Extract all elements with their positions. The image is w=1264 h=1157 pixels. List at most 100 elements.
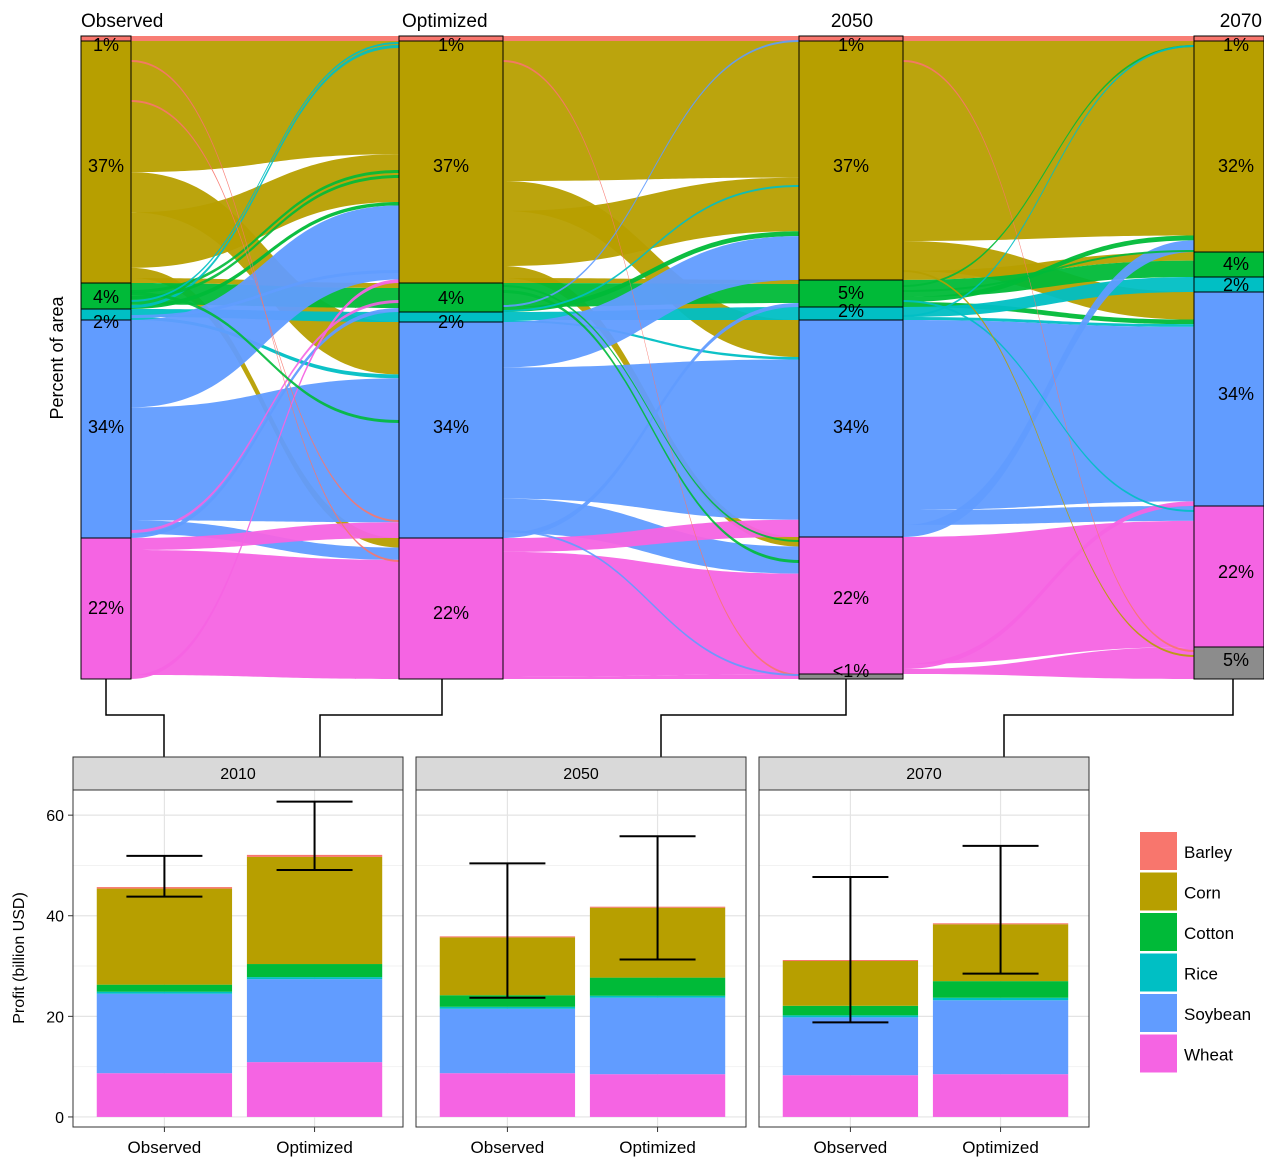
stratum-barley: [1194, 36, 1264, 41]
x-tick-label: Observed: [128, 1138, 202, 1157]
stratum-label: 22%: [833, 588, 869, 608]
bar-segment-corn: [96, 888, 233, 985]
flow-minor-cotton: [503, 285, 799, 542]
legend-swatch: [1140, 872, 1177, 911]
flow-wheat-to-soybean: [503, 519, 799, 552]
panel-border: [758, 789, 1090, 1128]
stratum-label: 2%: [93, 312, 119, 332]
flow-soybean-to-soybean: [903, 320, 1194, 510]
bar-segment-corn: [246, 856, 383, 965]
legend-label: Cotton: [1184, 924, 1234, 943]
flow-soybean-to-cotton: [503, 303, 799, 538]
stratum-cotton: [799, 280, 903, 307]
stage-column-2070: 1% 32% 4%2% 34% 22% 5%: [1193, 35, 1264, 680]
stratum-wheat: [399, 538, 503, 679]
flow-minor-corn: [903, 270, 1194, 657]
legend-item-rice: Rice: [1140, 953, 1218, 992]
connector-line: [105, 679, 165, 757]
flow-minor-rice: [903, 45, 1194, 317]
stratum-corn: [799, 41, 903, 280]
legend: Barley Corn Cotton Rice Soybean Wheat: [1140, 832, 1251, 1073]
stratum-label: 5%: [1223, 650, 1249, 670]
bar-segment-soybean: [932, 1000, 1069, 1075]
flow-barley-to-barley: [903, 36, 1194, 41]
alluvial-y-axis-label: Percent of area: [47, 295, 67, 419]
bar-segment-soybean: [246, 979, 383, 1063]
flow-minor-barley: [903, 60, 1194, 652]
stratum-soybean: [81, 320, 131, 538]
flow-minor-cotton: [131, 292, 399, 423]
flow-corn-to-corn: [131, 154, 399, 268]
stratum-wheat: [1194, 506, 1264, 647]
flow-rice-to-soybean: [903, 317, 1194, 327]
flow-rice-to-rice: [903, 277, 1194, 317]
alluvial-stage-bars: 1%37%4%2%34%22%1%37%4%2%34%22%1%37%5%2%3…: [80, 35, 1264, 681]
bar-segment-wheat: [246, 1062, 383, 1117]
bar-segment-wheat: [782, 1075, 919, 1117]
flow-soybean-to-corn: [903, 240, 1194, 538]
flow-soybean-to-cotton: [131, 308, 399, 538]
flow-wheat-to-wheat: [903, 520, 1194, 664]
panel-strip: [415, 756, 747, 791]
bar-segment-soybean: [782, 1017, 919, 1076]
legend-swatch: [1140, 994, 1177, 1032]
stratum-label: 4%: [93, 287, 119, 307]
stratum-soybean: [1194, 292, 1264, 506]
stratum-rice: [1194, 277, 1264, 292]
stratum-cotton: [399, 283, 503, 312]
panel-border: [415, 789, 747, 1128]
panel-border: [72, 789, 404, 1128]
stage-column-2050: 1% 37% 5%2% 34% 22% <1%: [798, 35, 904, 681]
flow-wheat-to-wheat: [503, 551, 799, 678]
stratum-label: 22%: [88, 598, 124, 618]
flow-minor-rice: [131, 45, 399, 308]
legend-label: Wheat: [1184, 1046, 1233, 1065]
bar-segment-wheat: [932, 1074, 1069, 1117]
stratum-other: [799, 674, 903, 679]
error-bar: [812, 876, 889, 1024]
bar-segment-cotton: [96, 984, 233, 992]
bar-segment-soybean: [96, 993, 233, 1074]
alluvial-flows: [131, 36, 1194, 679]
stratum-rice: [81, 309, 131, 320]
flow-rice-to-soybean: [131, 317, 399, 379]
connector-line: [660, 679, 847, 757]
profit-bar-panels: Profit (billion USD) 2010 Observed Optimize…: [11, 756, 1090, 1157]
flow-wheat-to-other: [503, 674, 799, 679]
y-tick-label: 60: [46, 808, 64, 825]
legend-swatch: [1140, 913, 1177, 951]
panel-title: 2050: [563, 766, 599, 783]
stratum-barley: [399, 36, 503, 41]
legend-swatch: [1140, 832, 1177, 870]
stratum-label: 1%: [93, 35, 119, 55]
stratum-rice: [799, 307, 903, 320]
legend-item-corn: Corn: [1140, 872, 1221, 911]
stratum-label: <1%: [833, 661, 870, 681]
stratum-label: 34%: [833, 417, 869, 437]
stratum-label: 34%: [433, 417, 469, 437]
flow-minor-cotton: [131, 175, 399, 299]
flow-minor-cotton: [903, 250, 1194, 292]
flow-rice-to-soybean: [503, 320, 799, 360]
panel-strip: [758, 756, 1090, 791]
flow-wheat-to-other: [903, 647, 1194, 679]
flow-wheat-to-wheat: [131, 550, 399, 679]
stratum-wheat: [81, 538, 131, 679]
x-tick-label: Optimized: [619, 1138, 696, 1157]
panel-title: 2070: [906, 766, 942, 783]
legend-label: Corn: [1184, 884, 1221, 903]
stage-title-observed: Observed: [81, 11, 163, 32]
flow-minor-soybean: [131, 270, 399, 318]
legend-label: Barley: [1184, 843, 1233, 862]
bar-segment-soybean: [439, 1008, 576, 1074]
flow-minor-wheat: [131, 300, 399, 533]
legend-label: Rice: [1184, 965, 1218, 984]
flow-soybean-to-soybean: [131, 378, 399, 523]
stratum-corn: [1194, 41, 1264, 252]
bar-segment-cotton: [246, 964, 383, 978]
stratum-other: [1194, 647, 1264, 679]
bar-segment-rice: [96, 991, 233, 994]
legend-item-wheat: Wheat: [1140, 1034, 1233, 1073]
legend-item-cotton: Cotton: [1140, 913, 1234, 951]
flow-wheat-to-corn: [131, 279, 399, 679]
